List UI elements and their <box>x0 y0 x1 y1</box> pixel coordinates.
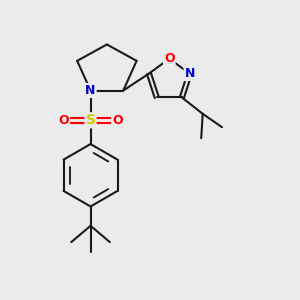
Text: N: N <box>184 67 195 80</box>
Text: O: O <box>112 114 123 127</box>
Text: O: O <box>58 114 69 127</box>
Text: O: O <box>164 52 175 65</box>
Text: S: S <box>85 113 96 127</box>
Text: N: N <box>85 84 96 97</box>
